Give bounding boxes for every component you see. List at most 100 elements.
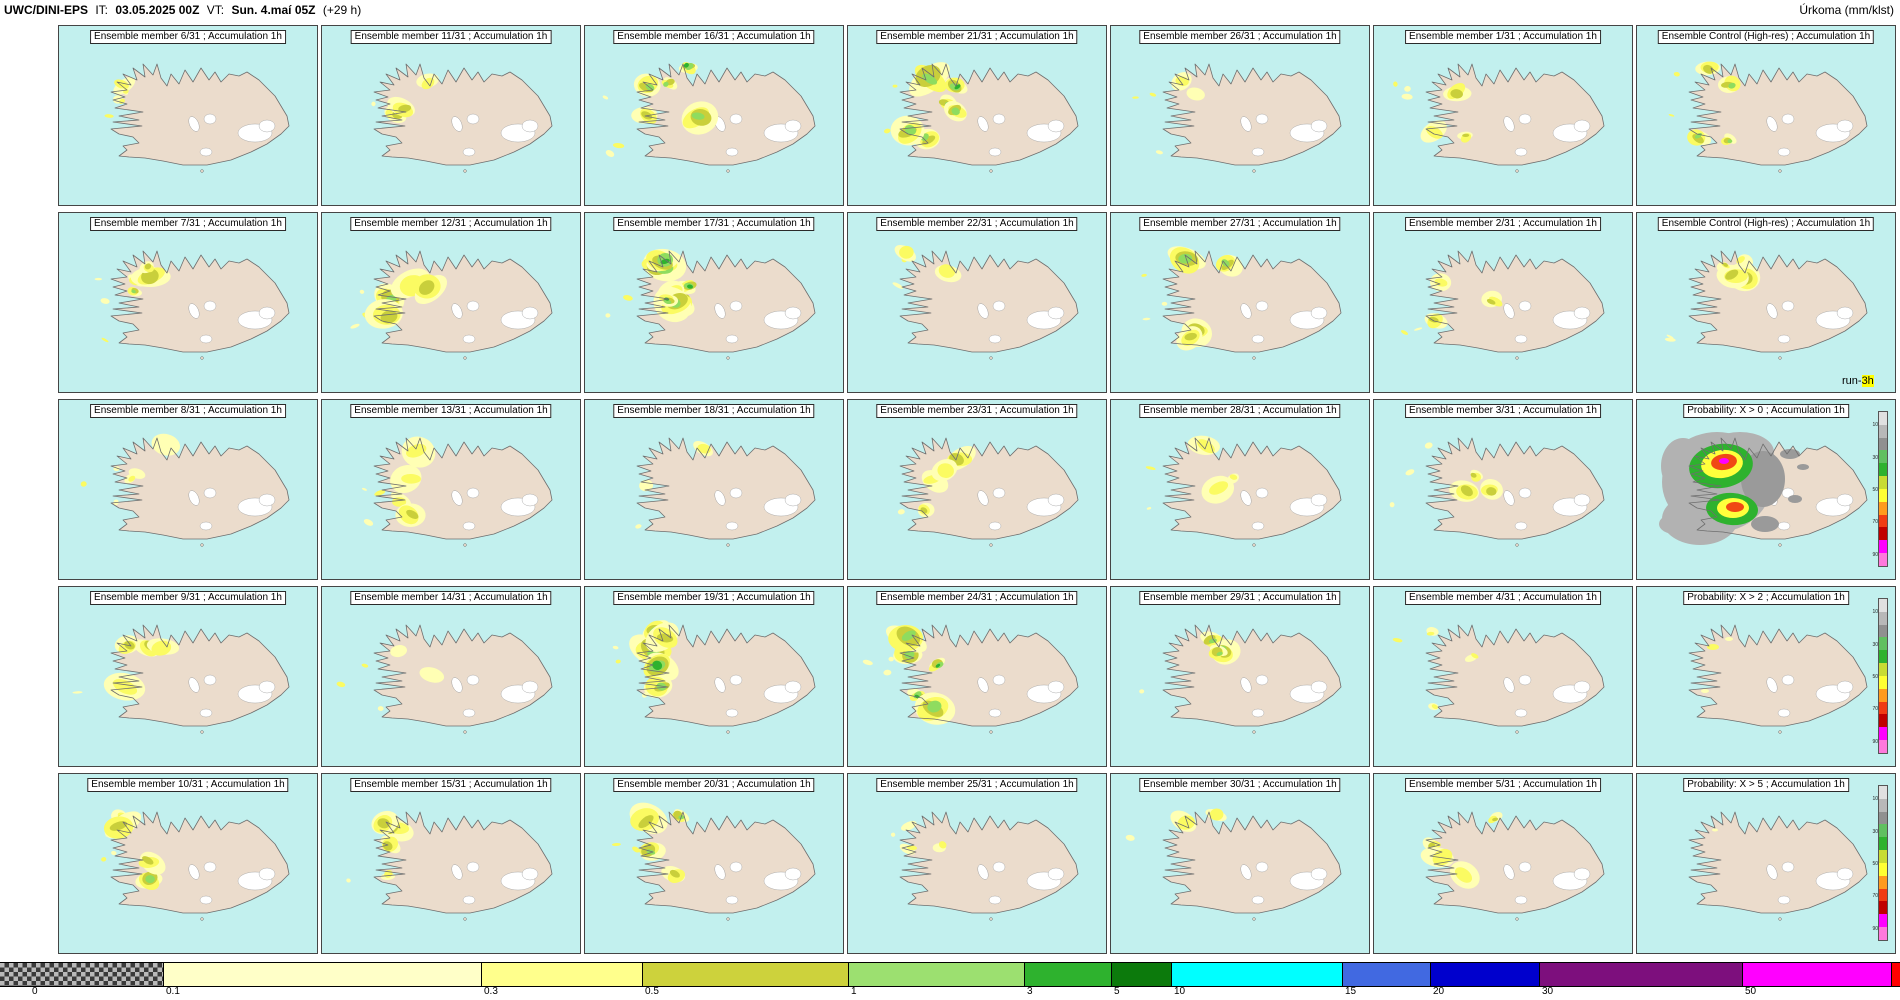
- colorbar-tick-label: 0.5: [645, 986, 659, 997]
- probability-colorbar-tick: 10: [1872, 422, 1878, 429]
- ensemble-member-panel: Ensemble member 3/31 ; Accumulation 1h: [1372, 397, 1634, 583]
- ensemble-member-panel: Ensemble member 15/31 ; Accumulation 1h: [320, 771, 582, 957]
- probability-colorbar-segment: [1879, 888, 1887, 902]
- run-age-note: run-3h: [1842, 375, 1874, 387]
- colorbar-tick-label: 15: [1345, 986, 1357, 997]
- colorbar-segment: [1539, 963, 1742, 986]
- iceland-map: [1110, 399, 1370, 580]
- panel-title: Probability: X > 5 ; Accumulation 1h: [1683, 778, 1849, 792]
- probability-colorbar-segment: [1879, 450, 1887, 464]
- probability-colorbar-segment: [1879, 488, 1887, 502]
- ensemble-member-panel: Ensemble member 10/31 ; Accumulation 1h: [57, 771, 319, 957]
- colorbar-tick-label: 5: [1114, 986, 1120, 997]
- probability-panel: Probability: X > 5 ; Accumulation 1h 10 30…: [1635, 771, 1897, 957]
- iceland-map: [1110, 773, 1370, 954]
- probability-colorbar-segment: [1879, 527, 1887, 541]
- probability-colorbar-segment: [1879, 901, 1887, 915]
- panel-title: Ensemble member 14/31 ; Accumulation 1h: [350, 591, 552, 605]
- iceland-map: [1373, 586, 1633, 767]
- ensemble-member-panel: Ensemble member 4/31 ; Accumulation 1h: [1372, 584, 1634, 770]
- colorbar-segment: [1171, 963, 1342, 986]
- ensemble-member-panel: Ensemble member 19/31 ; Accumulation 1h: [583, 584, 845, 770]
- ensemble-member-panel: Ensemble member 5/31 ; Accumulation 1h: [1372, 771, 1634, 957]
- panel-title: Ensemble member 23/31 ; Accumulation 1h: [876, 404, 1078, 418]
- probability-colorbar-segment: [1879, 850, 1887, 863]
- colorbar-tick-label: 0.1: [166, 986, 180, 997]
- panel-title: Ensemble member 13/31 ; Accumulation 1h: [350, 404, 552, 418]
- iceland-map: [58, 399, 318, 580]
- iceland-map: [584, 773, 844, 954]
- iceland-map: [1636, 586, 1896, 767]
- parameter-unit-label: Úrkoma (mm/klst): [1799, 3, 1894, 17]
- panel-title: Ensemble member 17/31 ; Accumulation 1h: [613, 217, 815, 231]
- iceland-map: [1110, 586, 1370, 767]
- iceland-map: [584, 25, 844, 206]
- ensemble-member-panel: Ensemble member 18/31 ; Accumulation 1h: [583, 397, 845, 583]
- probability-colorbar-segment: [1879, 553, 1887, 566]
- probability-colorbar-segment: [1879, 675, 1887, 689]
- panel-title: Ensemble member 5/31 ; Accumulation 1h: [1405, 778, 1601, 792]
- panel-title: Ensemble member 4/31 ; Accumulation 1h: [1405, 591, 1601, 605]
- iceland-map: [847, 25, 1107, 206]
- colorbar-segment: [1342, 963, 1430, 986]
- probability-colorbar-segment: [1879, 837, 1887, 851]
- probability-colorbar-tick: 50: [1872, 487, 1878, 493]
- probability-colorbar-tick: 70: [1872, 893, 1878, 900]
- probability-colorbar-segment: [1879, 740, 1887, 753]
- probability-colorbar-segment: [1879, 688, 1887, 702]
- probability-colorbar-segment: [1879, 862, 1887, 876]
- probability-colorbar-tick: 30: [1872, 828, 1878, 835]
- colorbar-tick-label: 10: [1174, 986, 1186, 997]
- iceland-map: [847, 399, 1107, 580]
- panel-title: Ensemble member 11/31 ; Accumulation 1h: [350, 30, 552, 44]
- probability-colorbar-segment: [1879, 463, 1887, 477]
- probability-colorbar-segment: [1879, 424, 1887, 438]
- iceland-map: [1373, 773, 1633, 954]
- ensemble-member-panel: Ensemble member 6/31 ; Accumulation 1h: [57, 23, 319, 209]
- panel-title: Ensemble Control (High-res) ; Accumulati…: [1657, 217, 1875, 231]
- probability-colorbar-tick: 70: [1872, 706, 1878, 713]
- iceland-map: [847, 586, 1107, 767]
- probability-colorbar: [1878, 785, 1888, 941]
- iceland-map: [1110, 25, 1370, 206]
- colorbar-segment: [1111, 963, 1171, 986]
- probability-colorbar-segment: [1879, 650, 1887, 664]
- panel-title: Ensemble member 28/31 ; Accumulation 1h: [1139, 404, 1341, 418]
- iceland-map: [58, 25, 318, 206]
- probability-colorbar-segment: [1879, 701, 1887, 715]
- valid-time-label: VT:: [206, 3, 225, 17]
- iceland-map: [1636, 773, 1896, 954]
- ensemble-member-panel: Ensemble member 24/31 ; Accumulation 1h: [846, 584, 1108, 770]
- ensemble-member-panel: Ensemble member 29/31 ; Accumulation 1h: [1109, 584, 1371, 770]
- ensemble-member-panel: Ensemble member 30/31 ; Accumulation 1h: [1109, 771, 1371, 957]
- probability-colorbar-segment: [1879, 727, 1887, 741]
- probability-colorbar-segment: [1879, 599, 1887, 612]
- iceland-map: [1373, 212, 1633, 393]
- iceland-map: [1373, 399, 1633, 580]
- iceland-map: [321, 212, 581, 393]
- probability-colorbar: [1878, 411, 1888, 567]
- colorbar-segment: [0, 963, 163, 986]
- colorbar-tick-label: 50: [1745, 986, 1757, 997]
- ensemble-member-panel: Ensemble member 23/31 ; Accumulation 1h: [846, 397, 1108, 583]
- panel-title: Ensemble member 22/31 ; Accumulation 1h: [876, 217, 1078, 231]
- colorbar-segment: [163, 963, 481, 986]
- panel-title: Ensemble Control (High-res) ; Accumulati…: [1657, 30, 1875, 44]
- probability-colorbar-segment: [1879, 412, 1887, 425]
- probability-colorbar-tick: 70: [1872, 519, 1878, 526]
- panel-title: Ensemble member 29/31 ; Accumulation 1h: [1139, 591, 1341, 605]
- precip-colorbar-labels: 0 0.1 0.3 0.5 1 3 5 10 15 20 30 50: [0, 986, 1900, 1000]
- panel-title: Ensemble member 20/31 ; Accumulation 1h: [613, 778, 815, 792]
- panel-title: Ensemble member 9/31 ; Accumulation 1h: [90, 591, 286, 605]
- ensemble-member-panel: Ensemble member 22/31 ; Accumulation 1h: [846, 210, 1108, 396]
- run-note-prefix: run-: [1842, 375, 1862, 387]
- probability-colorbar-segment: [1879, 637, 1887, 651]
- init-time-label: IT:: [95, 3, 109, 17]
- iceland-map: [321, 586, 581, 767]
- probability-colorbar-segment: [1879, 437, 1887, 451]
- iceland-map: [847, 773, 1107, 954]
- ensemble-member-panel: Ensemble member 16/31 ; Accumulation 1h: [583, 23, 845, 209]
- probability-colorbar-tick: 50: [1872, 861, 1878, 867]
- iceland-map: [1636, 212, 1896, 393]
